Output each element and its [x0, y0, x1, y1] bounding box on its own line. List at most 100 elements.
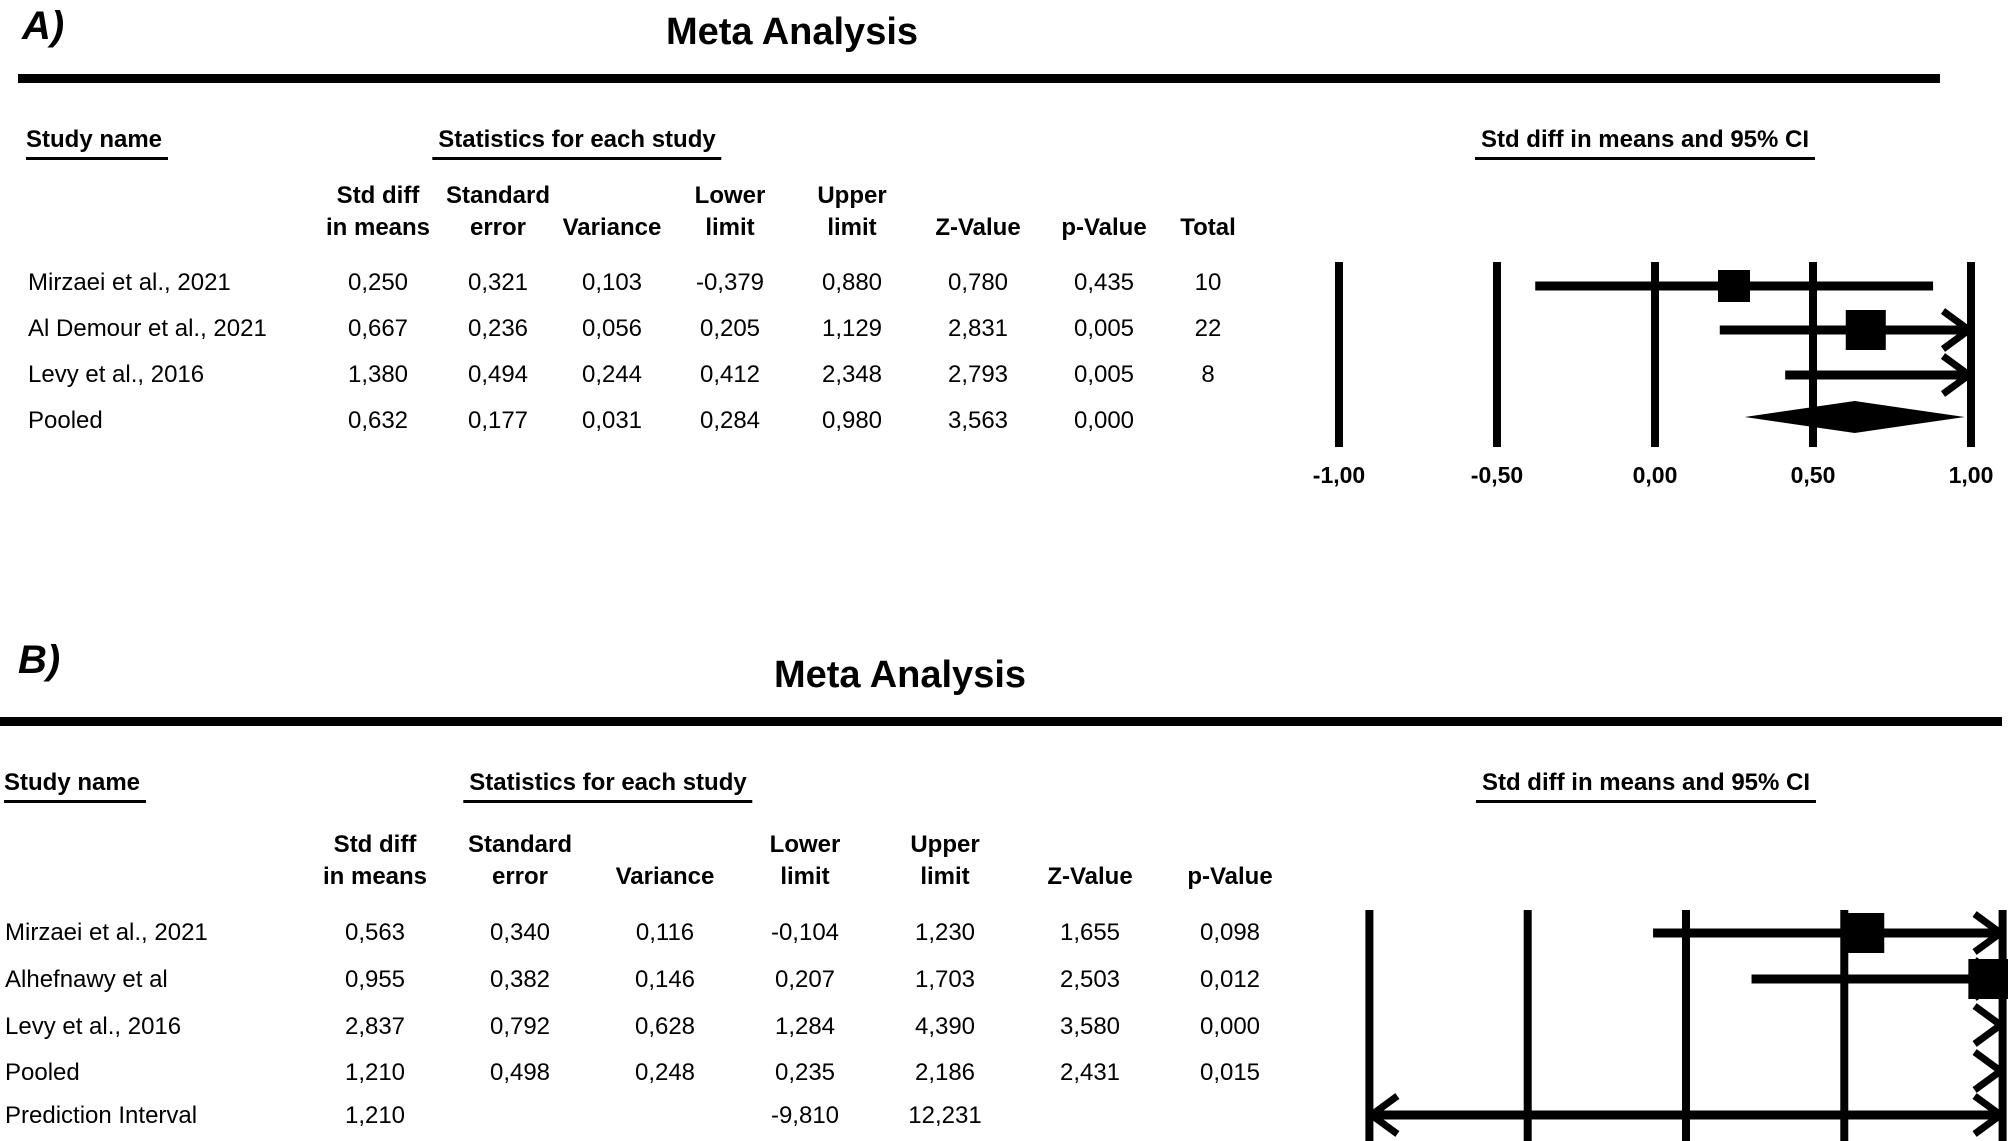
column-header: Lower	[694, 182, 766, 209]
panel-b-study-name-header: Study name	[4, 769, 147, 803]
panel-b-top-rule	[0, 717, 2002, 726]
study-name: Pooled	[28, 407, 103, 434]
study-name: Al Demour et al., 2021	[28, 315, 267, 342]
stat-value: 0,005	[1073, 361, 1135, 388]
panel-b-label: B)	[18, 638, 61, 682]
column-header: limit	[827, 214, 877, 241]
column-header: limit	[705, 214, 755, 241]
stat-value: 8	[1201, 361, 1215, 388]
study-name: Mirzaei et al., 2021	[28, 269, 231, 296]
stat-value: 0,498	[489, 1059, 551, 1086]
stat-value: 0,031	[581, 407, 643, 434]
study-point-square	[1845, 310, 1886, 350]
pooled-diamond	[1744, 401, 1965, 433]
study-name: Levy et al., 2016	[28, 361, 205, 388]
ci-arrowhead	[1365, 1093, 1400, 1137]
column-header: error	[491, 863, 549, 890]
study-name: Mirzaei et al., 2021	[5, 919, 208, 946]
stat-value: 1,703	[914, 966, 976, 993]
panel-b-title: Meta Analysis	[773, 654, 1027, 696]
offscale-arrowhead	[1972, 1003, 2007, 1047]
stat-value: 0,880	[821, 269, 883, 296]
panel-a-top-rule	[18, 74, 1940, 83]
panel-a-ci-header: Std diff in means and 95% CI	[1474, 126, 1816, 160]
stat-value: 0,780	[947, 269, 1009, 296]
stat-value: 0,628	[634, 1013, 696, 1040]
stat-value: 0,494	[467, 361, 529, 388]
study-name: Prediction Interval	[5, 1102, 198, 1129]
panel-a-label: A)	[22, 4, 65, 48]
stat-value: 2,793	[947, 361, 1009, 388]
study-name: Alhefnawy et al	[5, 966, 168, 993]
stat-value: -9,810	[770, 1102, 840, 1129]
stat-value: 0,321	[467, 269, 529, 296]
column-header: Z-Value	[935, 214, 1021, 241]
stat-value: 0,792	[489, 1013, 551, 1040]
stat-value: 1,380	[347, 361, 409, 388]
stat-value: 2,186	[914, 1059, 976, 1086]
stat-value: 0,563	[344, 919, 406, 946]
stat-value: 2,837	[344, 1013, 406, 1040]
panel-a-statistics-header: Statistics for each study	[432, 126, 722, 160]
stat-value: 0,056	[581, 315, 643, 342]
panel-b-forest-plot	[1365, 910, 2008, 1141]
study-name: Pooled	[5, 1059, 80, 1086]
column-header: Std diff	[336, 182, 420, 209]
column-header: Lower	[769, 831, 841, 858]
stat-value: 0,015	[1199, 1059, 1261, 1086]
study-name: Levy et al., 2016	[5, 1013, 182, 1040]
column-header: limit	[920, 863, 970, 890]
stat-value: 0,980	[821, 407, 883, 434]
column-header: p-Value	[1187, 863, 1273, 890]
stat-value: 4,390	[914, 1013, 976, 1040]
ci-arrowhead	[1940, 353, 1975, 397]
stat-value: 10	[1194, 269, 1222, 296]
stat-value: 0,146	[634, 966, 696, 993]
stat-value: 0,248	[634, 1059, 696, 1086]
column-header: in means	[325, 214, 431, 241]
stat-value: 1,230	[914, 919, 976, 946]
stat-value: 0,205	[699, 315, 761, 342]
column-header: p-Value	[1061, 214, 1147, 241]
column-header: Z-Value	[1047, 863, 1133, 890]
stat-value: 0,236	[467, 315, 529, 342]
stat-value: 0,955	[344, 966, 406, 993]
panel-a-forest-plot: -1,00 -0,50 0,00 0,50 1,00	[1313, 262, 1994, 488]
stat-value: 0,412	[699, 361, 761, 388]
study-point-square	[1718, 270, 1750, 302]
column-header: Variance	[615, 863, 715, 890]
axis-tick-label: -1,00	[1313, 462, 1365, 488]
column-header: in means	[322, 863, 428, 890]
ci-arrowhead	[1972, 1093, 2007, 1137]
ci-arrowhead	[1972, 911, 2007, 955]
stat-value: 0,116	[635, 919, 695, 946]
offscale-arrowhead	[1972, 1049, 2007, 1093]
panel-b-statistics-header: Statistics for each study	[463, 769, 753, 803]
study-point-square	[1844, 913, 1885, 953]
stat-value: -0,104	[770, 919, 840, 946]
stat-value: 3,580	[1059, 1013, 1121, 1040]
stat-value: 2,831	[947, 315, 1009, 342]
column-header: Standard	[445, 182, 551, 209]
panel-a-title: Meta Analysis	[665, 11, 919, 53]
stat-value: 0,435	[1073, 269, 1135, 296]
axis-tick-label: 1,00	[1949, 462, 1994, 488]
stat-value: 0,235	[774, 1059, 836, 1086]
stat-value: 0,000	[1073, 407, 1135, 434]
stat-value: 3,563	[947, 407, 1009, 434]
stat-value: 1,129	[821, 315, 883, 342]
panel-b-ci-header: Std diff in means and 95% CI	[1475, 769, 1817, 803]
stat-value: 0,098	[1199, 919, 1261, 946]
stat-value: -0,379	[695, 269, 765, 296]
stat-value: 0,177	[467, 407, 529, 434]
stat-value: 0,005	[1073, 315, 1135, 342]
stat-value: 1,284	[774, 1013, 836, 1040]
column-header: Std diff	[333, 831, 417, 858]
stat-value: 0,340	[489, 919, 551, 946]
stat-value: 0,244	[581, 361, 643, 388]
column-header: Total	[1180, 214, 1236, 241]
stat-value: 2,503	[1059, 966, 1121, 993]
stat-value: 2,348	[821, 361, 883, 388]
stat-value: 2,431	[1059, 1059, 1121, 1086]
